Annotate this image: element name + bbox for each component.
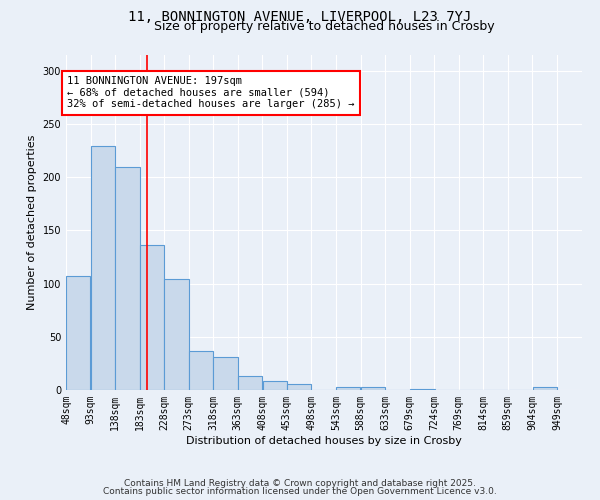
Bar — [336, 387, 361, 390]
Bar — [91, 146, 115, 390]
Bar — [164, 280, 188, 390]
Bar — [410, 389, 434, 390]
Y-axis label: Number of detached properties: Number of detached properties — [27, 135, 37, 310]
Text: Contains HM Land Registry data © Crown copyright and database right 2025.: Contains HM Land Registry data © Crown c… — [124, 478, 476, 488]
Bar — [66, 276, 91, 390]
Bar — [189, 350, 213, 390]
Text: 11 BONNINGTON AVENUE: 197sqm
← 68% of detached houses are smaller (594)
32% of s: 11 BONNINGTON AVENUE: 197sqm ← 68% of de… — [67, 76, 355, 110]
Text: Contains public sector information licensed under the Open Government Licence v3: Contains public sector information licen… — [103, 487, 497, 496]
Bar — [263, 382, 287, 390]
Bar — [214, 357, 238, 390]
Bar — [238, 376, 262, 390]
Bar — [287, 384, 311, 390]
Bar — [115, 166, 139, 390]
Title: Size of property relative to detached houses in Crosby: Size of property relative to detached ho… — [154, 20, 494, 33]
X-axis label: Distribution of detached houses by size in Crosby: Distribution of detached houses by size … — [186, 436, 462, 446]
Bar — [533, 387, 557, 390]
Bar — [140, 246, 164, 390]
Text: 11, BONNINGTON AVENUE, LIVERPOOL, L23 7YJ: 11, BONNINGTON AVENUE, LIVERPOOL, L23 7Y… — [128, 10, 472, 24]
Bar — [361, 387, 385, 390]
